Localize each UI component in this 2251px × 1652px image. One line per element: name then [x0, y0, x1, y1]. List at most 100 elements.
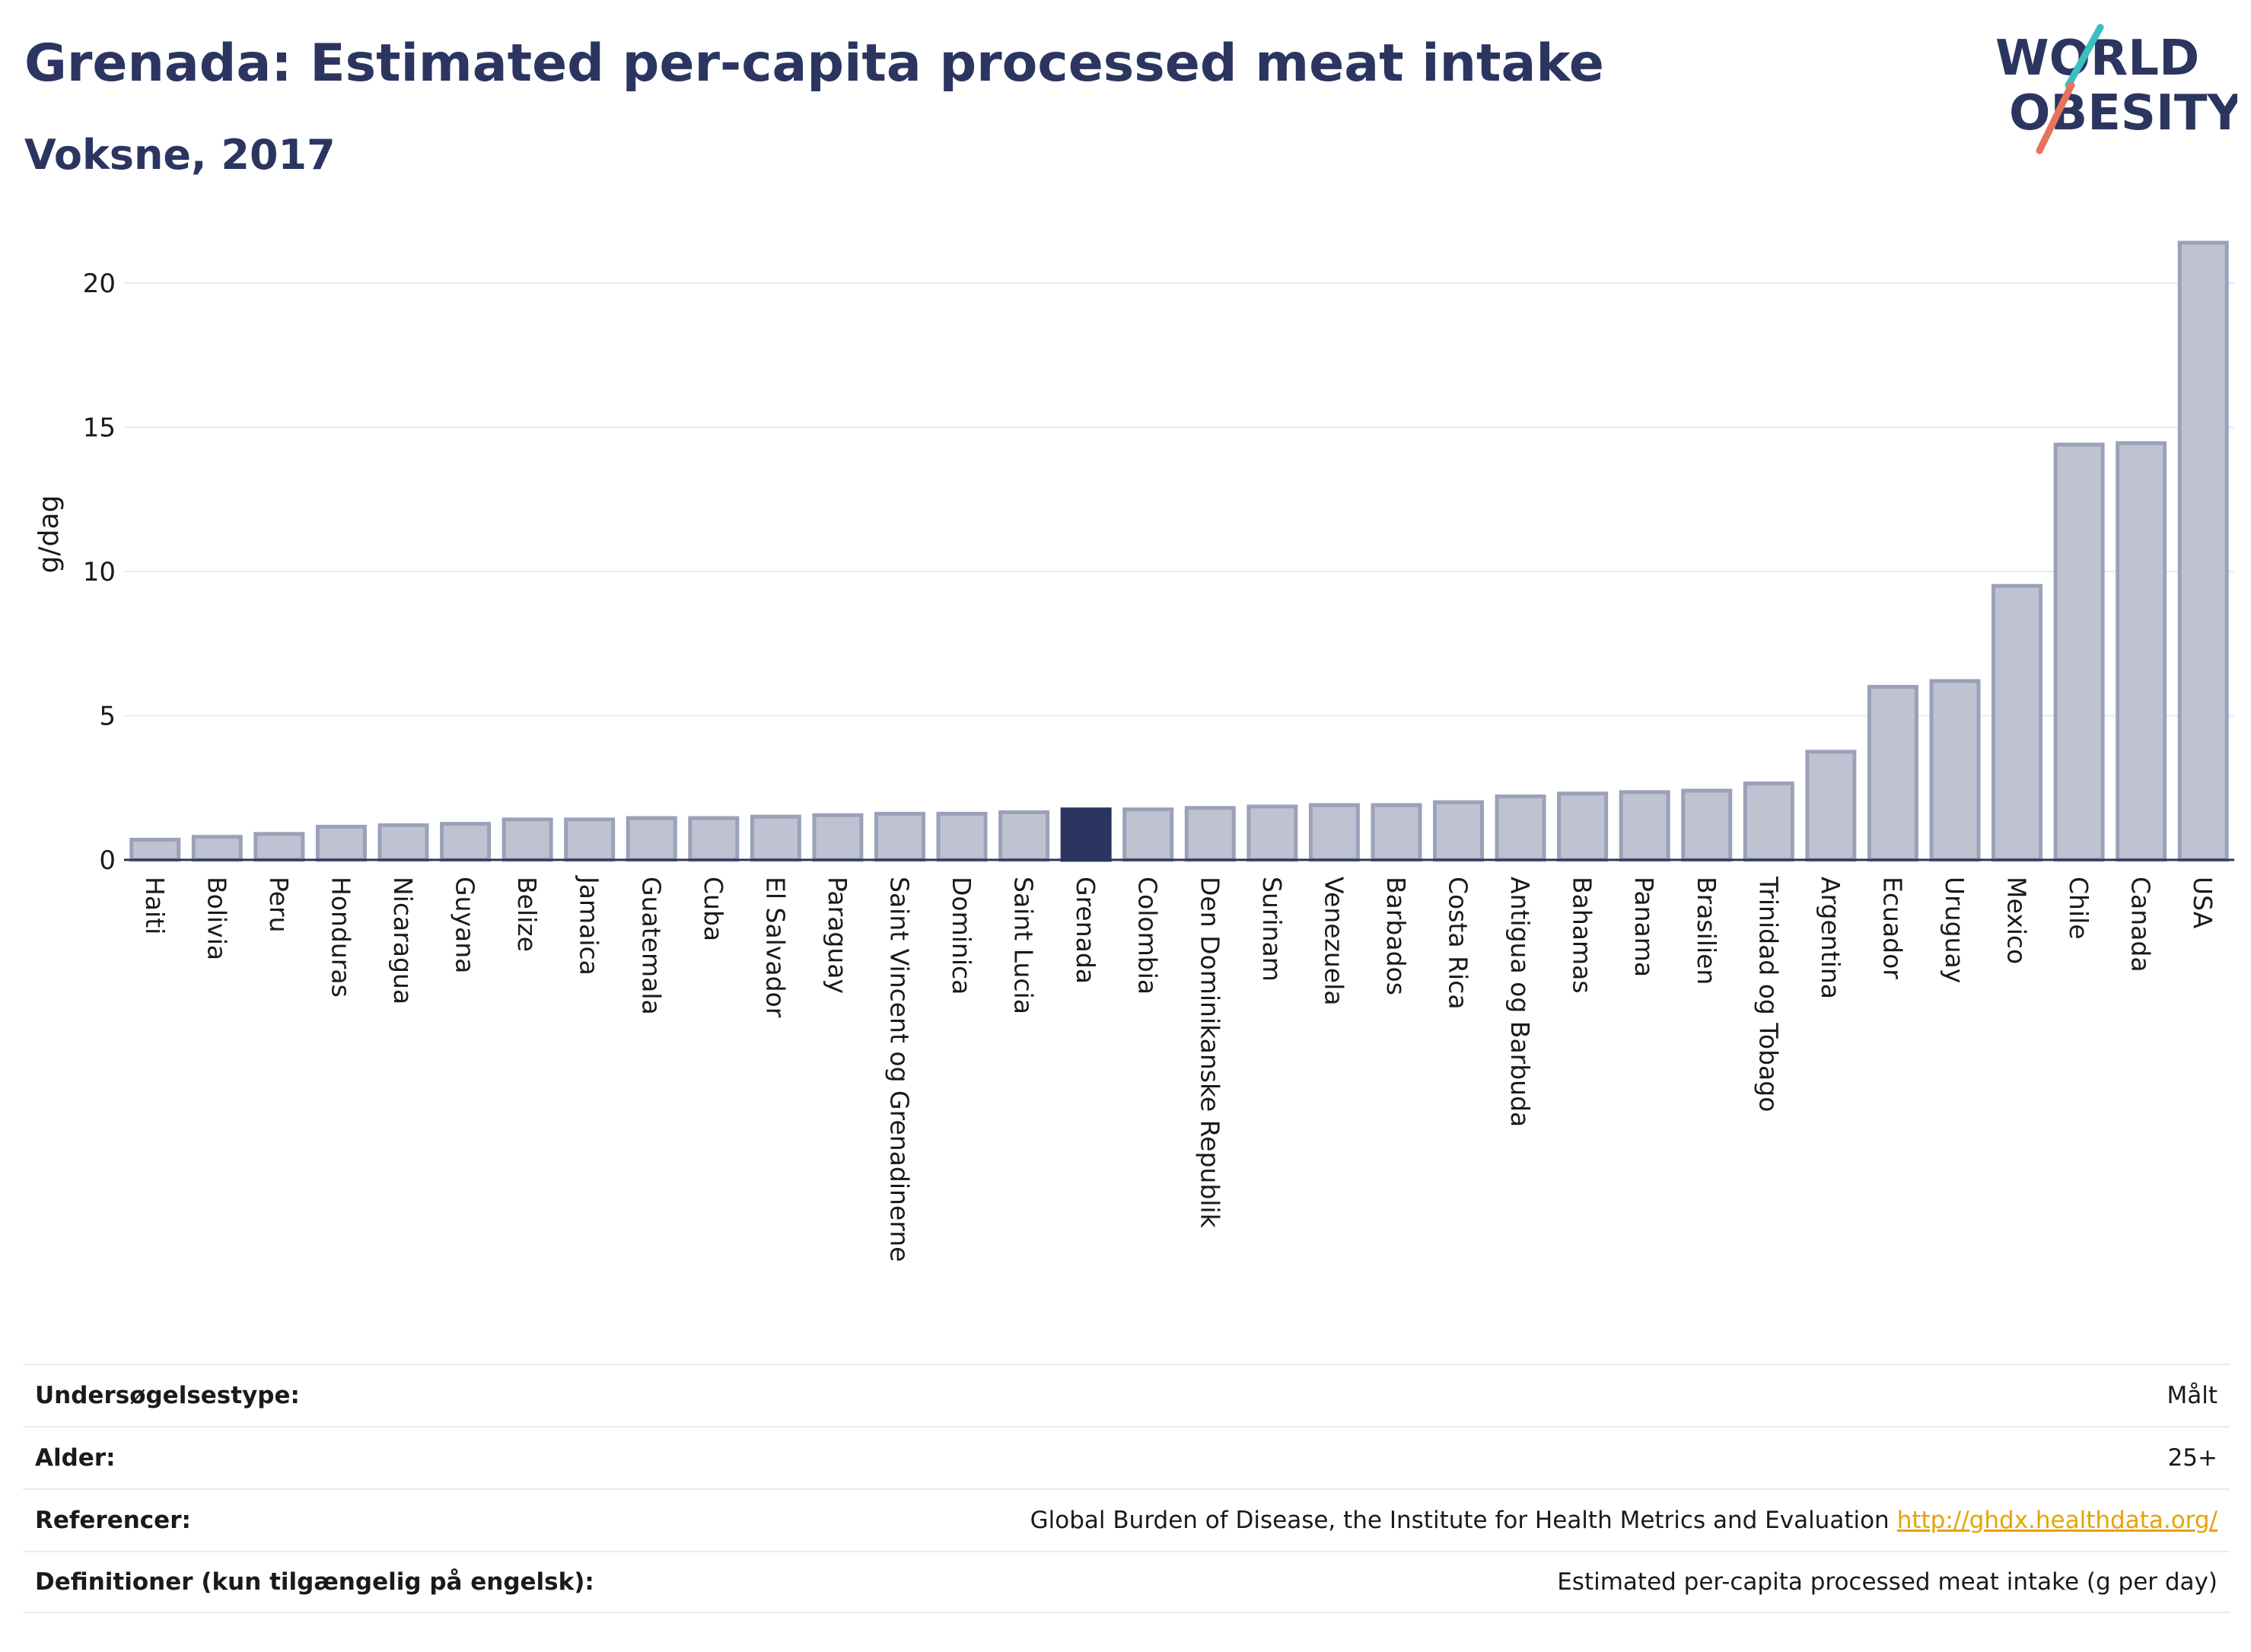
- bar: [1619, 790, 1670, 862]
- x-tick-label: Colombia: [1133, 877, 1163, 995]
- x-tick-label: Mexico: [2002, 877, 2032, 964]
- x-tick-label: Costa Rica: [1444, 877, 1473, 1010]
- bar: [315, 824, 367, 862]
- x-tick-label: Argentina: [1816, 877, 1845, 999]
- info-value: Estimated per-capita processed meat inta…: [1557, 1568, 2218, 1596]
- info-row: Undersøgelsestype: Målt: [23, 1364, 2230, 1426]
- bar: [1681, 788, 1733, 862]
- bar: [1992, 584, 2043, 862]
- x-tick-label: Bahamas: [1568, 877, 1597, 994]
- bar: [1308, 803, 1360, 862]
- page-title: Grenada: Estimated per-capita processed …: [24, 33, 1604, 94]
- bar: [191, 835, 243, 862]
- bar: [750, 814, 801, 862]
- x-tick-label: Cuba: [699, 877, 728, 941]
- x-tick-label: Canada: [2126, 877, 2156, 972]
- x-tick-label: Honduras: [326, 877, 355, 998]
- bar: [874, 811, 925, 862]
- x-tick-label: Haiti: [140, 877, 170, 934]
- x-tick-label: Guyana: [451, 877, 480, 973]
- info-row: Definitioner (kun tilgængelig på engelsk…: [23, 1551, 2230, 1613]
- x-tick-label: Grenada: [1071, 877, 1100, 984]
- bar: [564, 817, 616, 862]
- world-obesity-logo: WORLD OBESITY: [1995, 24, 2237, 154]
- bar: [1122, 807, 1174, 862]
- x-tick-label: Brasilien: [1692, 877, 1721, 985]
- logo-slash-bottom: [2036, 81, 2075, 154]
- reference-link[interactable]: http://ghdx.healthdata.org/: [1896, 1507, 2218, 1534]
- x-tick-label: Barbados: [1381, 877, 1411, 995]
- x-tick-label: Antigua og Barbuda: [1505, 877, 1535, 1127]
- x-tick-label: Den Dominikanske Republik: [1195, 877, 1224, 1229]
- info-row: Alder: 25+: [23, 1426, 2230, 1488]
- info-label: Alder:: [35, 1444, 116, 1472]
- bar: [1246, 804, 1298, 862]
- x-tick-label: Belize: [512, 877, 542, 952]
- y-tick-label: 0: [99, 845, 116, 876]
- x-tick-label: Saint Vincent og Grenadinerne: [884, 877, 914, 1262]
- bar: [626, 816, 677, 862]
- logo-slash-top: [2065, 24, 2104, 89]
- info-value-text: Estimated per-capita processed meat inta…: [1557, 1568, 2218, 1596]
- bar: [812, 813, 864, 862]
- x-tick-label: Venezuela: [1319, 877, 1348, 1005]
- bar: [129, 837, 181, 862]
- bar: [998, 810, 1050, 862]
- y-axis-label: g/dag: [33, 495, 65, 574]
- bar: [1371, 803, 1422, 862]
- info-value: 25+: [2168, 1444, 2218, 1472]
- bar: [1184, 806, 1236, 862]
- x-axis-labels: Haiti Bolivia Peru Honduras Nicaragua Guyana B…: [140, 875, 2218, 1262]
- x-tick-label: Trinidad og Tobago: [1753, 876, 1783, 1112]
- x-tick-label: Bolivia: [202, 877, 231, 960]
- y-tick-label: 15: [83, 413, 116, 444]
- x-tick-label: Dominica: [947, 877, 976, 995]
- info-row: Referencer: Global Burden of Disease, the…: [23, 1488, 2230, 1551]
- bar: [501, 817, 553, 862]
- y-tick-label: 20: [83, 269, 116, 299]
- x-tick-label: Surinam: [1257, 877, 1287, 982]
- grid-lines: [124, 282, 2234, 717]
- x-tick-label: El Salvador: [760, 877, 790, 1018]
- x-tick-label: Saint Lucia: [1009, 877, 1039, 1014]
- x-tick-label: Ecuador: [1877, 877, 1907, 979]
- y-axis-ticks: 0 5 10 15 20: [83, 269, 116, 876]
- y-tick-label: 5: [99, 702, 116, 732]
- page-subtitle: Voksne, 2017: [24, 131, 336, 179]
- info-value: Global Burden of Disease, the Institute …: [1030, 1507, 2218, 1534]
- y-tick-label: 10: [83, 557, 116, 587]
- bar: [1929, 679, 1981, 862]
- bar: [936, 811, 988, 862]
- x-tick-label: Chile: [2064, 877, 2093, 940]
- x-tick-label: Peru: [264, 877, 294, 933]
- info-value-text: Målt: [2167, 1382, 2218, 1409]
- info-value: Målt: [2167, 1382, 2218, 1409]
- bar: [1433, 800, 1485, 862]
- bar: [2053, 442, 2105, 862]
- x-tick-label: Panama: [1629, 877, 1659, 977]
- bar: [1495, 794, 1546, 862]
- bar: [688, 816, 740, 862]
- bars: [129, 240, 2229, 862]
- info-value-text: Global Burden of Disease, the Institute …: [1030, 1507, 1890, 1534]
- x-tick-label: Guatemala: [636, 877, 666, 1015]
- info-value-text: 25+: [2167, 1444, 2218, 1472]
- bar: [2116, 441, 2167, 862]
- x-tick-label: USA: [2188, 877, 2218, 929]
- info-label: Definitioner (kun tilgængelig på engelsk…: [35, 1568, 594, 1596]
- bar: [253, 832, 305, 862]
- bar-highlighted: [1060, 807, 1112, 862]
- x-tick-label: Paraguay: [823, 877, 852, 994]
- bar: [1867, 685, 1918, 862]
- info-label: Undersøgelsestype:: [35, 1382, 300, 1409]
- bar: [377, 823, 429, 862]
- bar: [1557, 791, 1609, 862]
- bar: [1743, 781, 1794, 862]
- bar: [1805, 750, 1857, 862]
- bar-chart: 0 5 10 15 20 Haiti Bolivia Peru Honduras Nicarag…: [33, 240, 2234, 1262]
- bar: [440, 822, 492, 862]
- x-tick-label: Nicaragua: [388, 877, 418, 1004]
- bar: [2177, 240, 2229, 862]
- x-tick-label: Uruguay: [1940, 877, 1969, 983]
- info-label: Referencer:: [35, 1507, 191, 1534]
